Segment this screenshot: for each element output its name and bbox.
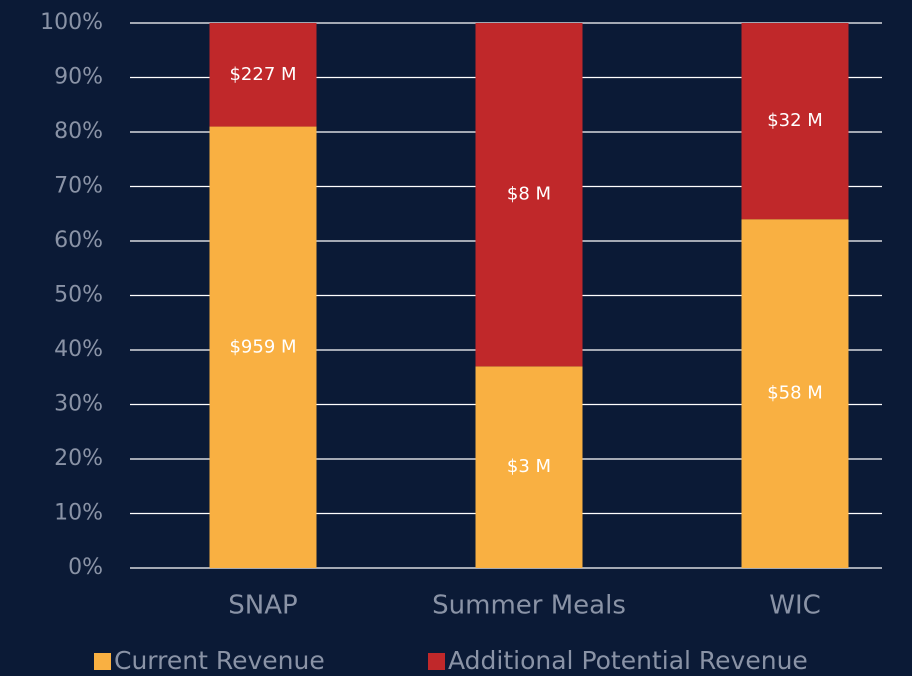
bar-segment [475,23,583,367]
y-tick-label: 50% [54,283,103,308]
y-tick-label: 60% [54,228,103,253]
bar-segment [741,23,849,220]
data-label: $58 M [767,383,823,404]
legend-swatch [94,653,111,670]
y-tick-label: 100% [40,10,103,35]
legend-swatch [428,653,445,670]
x-tick-label: WIC [769,591,821,621]
bar-segment [741,219,849,568]
data-label: $32 M [767,110,823,131]
y-tick-label: 20% [54,446,103,471]
bar-segment [209,126,317,569]
y-tick-label: 0% [68,555,103,580]
x-tick-label: SNAP [228,591,297,621]
data-label: $3 M [507,456,551,477]
x-tick-label: Summer Meals [432,591,626,621]
y-tick-label: 10% [54,501,103,526]
y-tick-label: 80% [54,119,103,144]
y-tick-label: 40% [54,337,103,362]
data-label: $8 M [507,184,551,205]
legend-label: Current Revenue [114,646,325,675]
bar-segment [209,23,317,127]
data-label: $227 M [229,64,296,85]
y-tick-label: 30% [54,392,103,417]
legend-label: Additional Potential Revenue [448,646,808,675]
data-label: $959 M [229,336,296,357]
y-tick-label: 90% [54,65,103,90]
y-tick-label: 70% [54,174,103,199]
bar-segment [475,366,583,568]
